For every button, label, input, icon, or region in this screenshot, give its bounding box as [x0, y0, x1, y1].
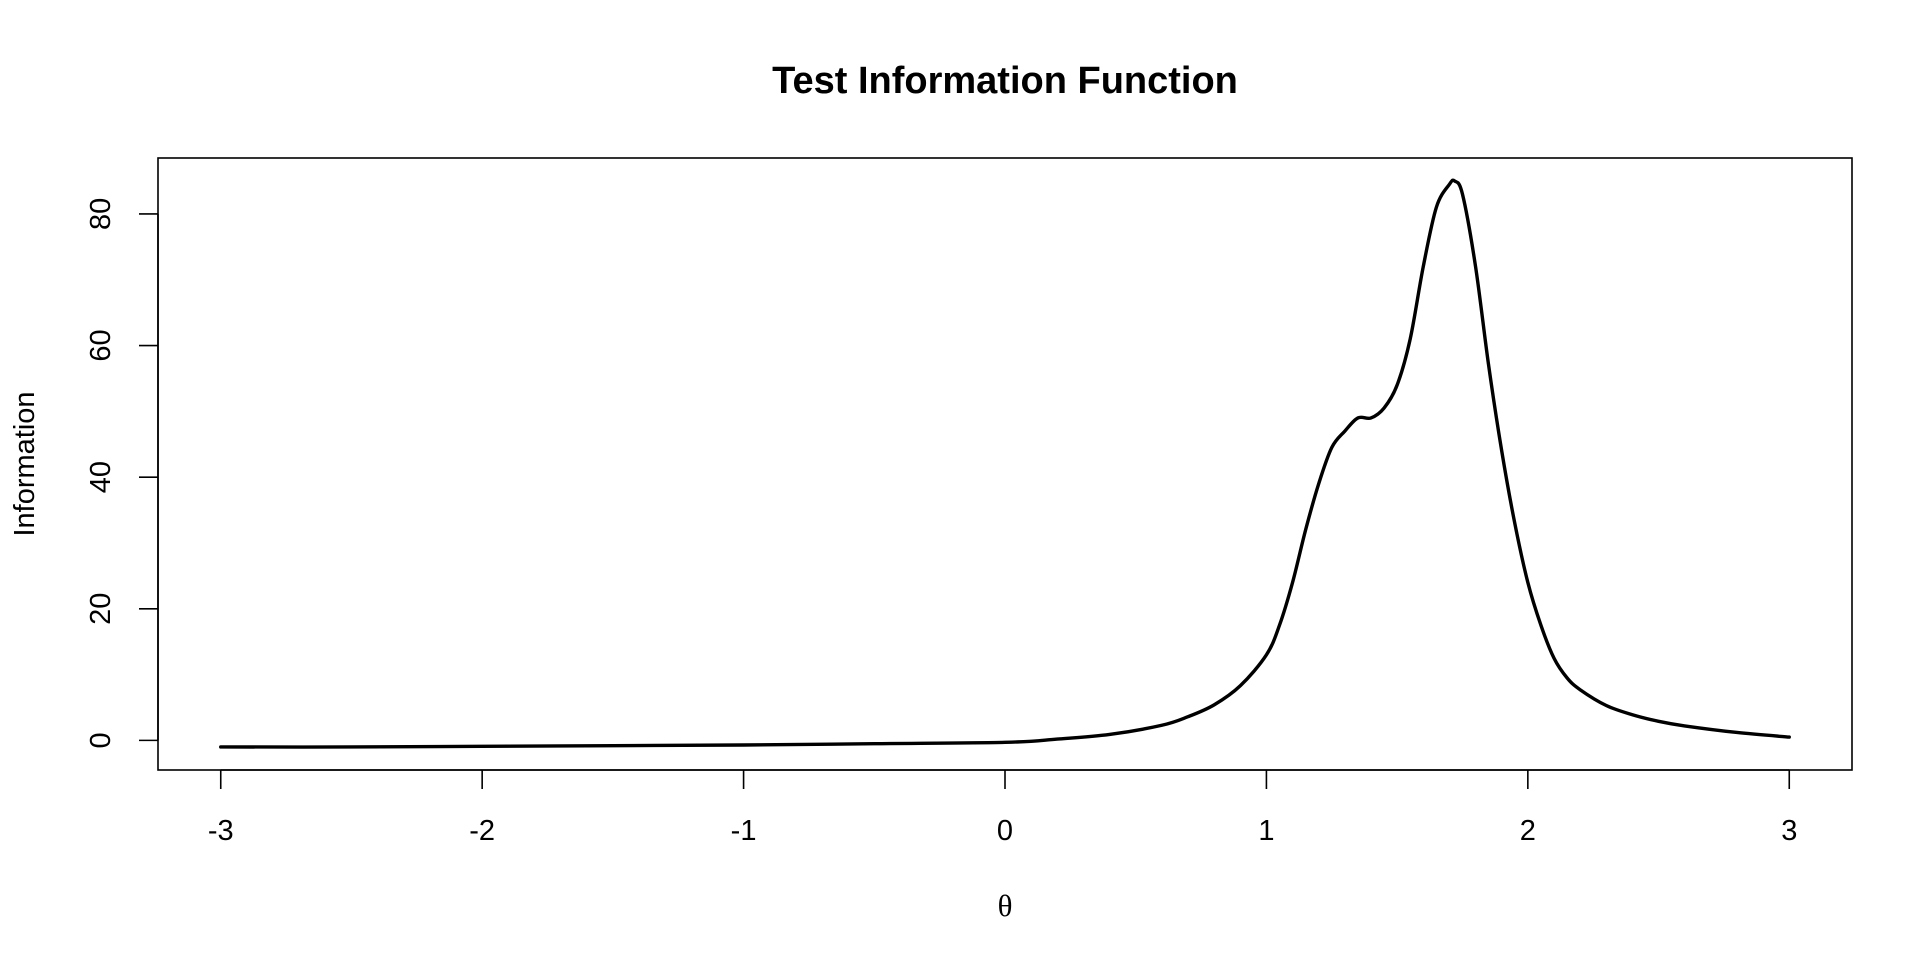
x-tick-label: 1: [1258, 815, 1274, 847]
y-tick-label: 40: [85, 461, 117, 493]
x-tick-label: 3: [1781, 815, 1797, 847]
x-axis: -3 -2 -1 0 1 2 3: [208, 769, 1797, 847]
x-tick-label: 0: [997, 815, 1013, 847]
y-tick-label: 80: [85, 198, 117, 230]
y-tick-label: 20: [85, 593, 117, 625]
information-curve: [219, 178, 1791, 749]
x-tick-label: -2: [469, 815, 495, 847]
y-axis: 0 20 40 60 80: [85, 198, 159, 748]
plot-frame: [157, 157, 1853, 771]
y-tick-label: 60: [85, 329, 117, 361]
x-tick-label: 2: [1520, 815, 1536, 847]
x-tick-label: -1: [731, 815, 757, 847]
x-axis-label: θ: [998, 888, 1013, 923]
chart-title: Test Information Function: [772, 60, 1238, 102]
x-tick-label: -3: [208, 815, 234, 847]
y-tick-label: 0: [85, 732, 117, 748]
series-layer: [219, 178, 1791, 749]
y-axis-label: Information: [9, 391, 41, 536]
